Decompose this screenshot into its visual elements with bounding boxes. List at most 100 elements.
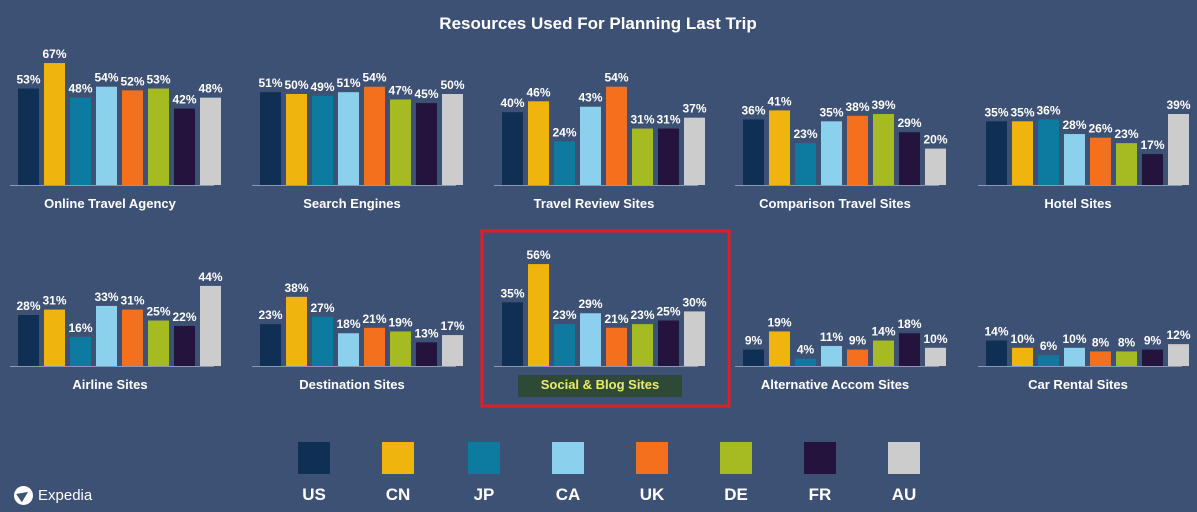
value-label-destination-sites-us: 23% (258, 308, 282, 322)
bar-search-engines-cn (286, 94, 307, 185)
value-label-airline-sites-de: 25% (146, 305, 170, 319)
bar-destination-sites-ca (338, 333, 359, 366)
bar-airline-sites-de (148, 320, 169, 366)
legend-swatch-uk (636, 442, 668, 474)
bar-search-engines-jp (312, 95, 333, 185)
value-label-comparison-travel-sites-uk: 38% (845, 100, 869, 114)
value-label-online-travel-agency-fr: 42% (172, 93, 196, 107)
value-label-destination-sites-cn: 38% (284, 281, 308, 295)
bar-car-rental-sites-ca (1064, 347, 1085, 366)
value-label-online-travel-agency-uk: 52% (120, 74, 144, 88)
bar-online-travel-agency-de (148, 88, 169, 185)
legend-label-cn: CN (386, 485, 411, 504)
bar-travel-review-sites-us (502, 112, 523, 185)
value-label-airline-sites-ca: 33% (94, 290, 118, 304)
bar-alternative-accom-sites-au (925, 347, 946, 366)
bar-comparison-travel-sites-uk (847, 115, 868, 185)
value-label-travel-review-sites-de: 31% (630, 113, 654, 127)
value-label-social-blog-sites-cn: 56% (526, 248, 550, 262)
legend-label-fr: FR (809, 485, 832, 504)
bar-travel-review-sites-cn (528, 101, 549, 185)
value-label-alternative-accom-sites-cn: 19% (767, 315, 791, 329)
value-label-hotel-sites-us: 35% (984, 105, 1008, 119)
value-label-hotel-sites-jp: 36% (1036, 103, 1060, 117)
value-label-airline-sites-jp: 16% (68, 321, 92, 335)
value-label-destination-sites-ca: 18% (336, 317, 360, 331)
legend-label-uk: UK (640, 485, 665, 504)
bar-car-rental-sites-de (1116, 351, 1137, 366)
value-label-comparison-travel-sites-us: 36% (741, 103, 765, 117)
bar-car-rental-sites-fr (1142, 349, 1163, 366)
value-label-online-travel-agency-de: 53% (146, 73, 170, 87)
bar-airline-sites-us (18, 315, 39, 366)
bar-online-travel-agency-fr (174, 108, 195, 185)
value-label-hotel-sites-uk: 26% (1088, 122, 1112, 136)
bar-car-rental-sites-cn (1012, 347, 1033, 366)
value-label-travel-review-sites-jp: 24% (552, 125, 576, 139)
value-label-search-engines-us: 51% (258, 76, 282, 90)
legend-label-jp: JP (474, 485, 495, 504)
bar-social-blog-sites-us (502, 302, 523, 366)
bar-online-travel-agency-cn (44, 63, 65, 186)
legend-label-au: AU (892, 485, 917, 504)
value-label-travel-review-sites-ca: 43% (578, 91, 602, 105)
value-label-comparison-travel-sites-au: 20% (923, 133, 947, 147)
value-label-social-blog-sites-us: 35% (500, 286, 524, 300)
bar-search-engines-fr (416, 103, 437, 185)
bar-search-engines-ca (338, 92, 359, 185)
value-label-online-travel-agency-cn: 67% (42, 47, 66, 61)
value-label-online-travel-agency-jp: 48% (68, 82, 92, 96)
value-label-alternative-accom-sites-uk: 9% (849, 334, 867, 348)
value-label-car-rental-sites-cn: 10% (1010, 332, 1034, 346)
legend-swatch-fr (804, 442, 836, 474)
bar-social-blog-sites-fr (658, 320, 679, 366)
value-label-hotel-sites-au: 39% (1166, 98, 1190, 112)
value-label-comparison-travel-sites-fr: 29% (897, 116, 921, 130)
category-label-travel-review-sites: Travel Review Sites (534, 196, 655, 211)
category-label-social-blog-sites: Social & Blog Sites (541, 377, 659, 392)
legend-swatch-us (298, 442, 330, 474)
bar-travel-review-sites-fr (658, 128, 679, 185)
bar-hotel-sites-cn (1012, 121, 1033, 185)
highlight-label-background (518, 375, 682, 397)
value-label-car-rental-sites-uk: 8% (1092, 335, 1110, 349)
bar-alternative-accom-sites-ca (821, 345, 842, 366)
bar-destination-sites-uk (364, 327, 385, 366)
category-label-online-travel-agency: Online Travel Agency (44, 196, 177, 211)
bar-alternative-accom-sites-jp (795, 358, 816, 366)
value-label-social-blog-sites-uk: 21% (604, 312, 628, 326)
value-label-hotel-sites-ca: 28% (1062, 118, 1086, 132)
value-label-destination-sites-uk: 21% (362, 312, 386, 326)
value-label-airline-sites-au: 44% (198, 270, 222, 284)
chart-title: Resources Used For Planning Last Trip (439, 14, 756, 33)
bar-online-travel-agency-jp (70, 97, 91, 185)
value-label-online-travel-agency-au: 48% (198, 82, 222, 96)
legend-swatch-ca (552, 442, 584, 474)
bar-search-engines-de (390, 99, 411, 185)
legend-label-ca: CA (556, 485, 581, 504)
bar-destination-sites-jp (312, 316, 333, 366)
bar-airline-sites-au (200, 285, 221, 366)
value-label-alternative-accom-sites-us: 9% (745, 334, 763, 348)
value-label-comparison-travel-sites-cn: 41% (767, 94, 791, 108)
legend-label-us: US (302, 485, 326, 504)
expedia-logo: Expedia (14, 486, 92, 505)
value-label-hotel-sites-de: 23% (1114, 127, 1138, 141)
bar-comparison-travel-sites-fr (899, 132, 920, 185)
bar-hotel-sites-uk (1090, 137, 1111, 185)
bar-search-engines-us (260, 92, 281, 185)
category-label-car-rental-sites: Car Rental Sites (1028, 377, 1128, 392)
value-label-comparison-travel-sites-de: 39% (871, 98, 895, 112)
bar-online-travel-agency-us (18, 88, 39, 185)
value-label-alternative-accom-sites-fr: 18% (897, 317, 921, 331)
value-label-alternative-accom-sites-de: 14% (871, 325, 895, 339)
bar-online-travel-agency-au (200, 97, 221, 185)
value-label-search-engines-jp: 49% (310, 80, 334, 94)
bar-destination-sites-us (260, 324, 281, 366)
bar-hotel-sites-us (986, 121, 1007, 185)
bar-alternative-accom-sites-fr (899, 333, 920, 366)
value-label-search-engines-fr: 45% (414, 87, 438, 101)
bar-social-blog-sites-cn (528, 264, 549, 366)
category-label-comparison-travel-sites: Comparison Travel Sites (759, 196, 911, 211)
value-label-social-blog-sites-de: 23% (630, 308, 654, 322)
